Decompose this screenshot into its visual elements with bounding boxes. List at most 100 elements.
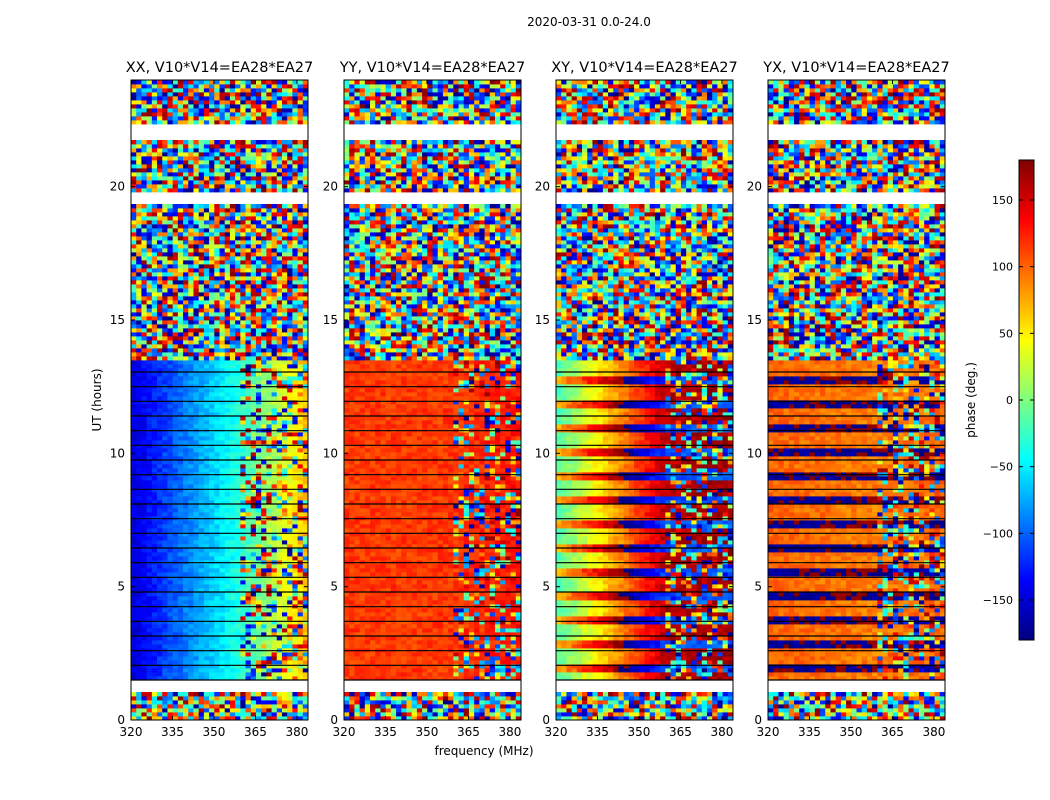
heatmap-cell [287,440,293,445]
heatmap-cell [141,672,148,677]
heatmap-cell [214,360,220,365]
heatmap-cell [229,412,236,417]
heatmap-cell [183,700,189,705]
heatmap-cell [172,508,179,513]
heatmap-cell [245,108,252,113]
heatmap-cell [276,508,283,513]
heatmap-cell [209,488,215,493]
heatmap-cell [193,672,200,677]
heatmap-cell [292,464,299,469]
heatmap-cell [172,160,179,165]
heatmap-cell [235,256,241,261]
heatmap-cell [172,660,179,665]
heatmap-cell [292,364,299,369]
heatmap-cell [193,104,200,109]
heatmap-cell [287,272,293,277]
heatmap-cell [172,588,179,593]
heatmap-cell [240,580,247,585]
heatmap-cell [219,520,226,525]
heatmap-cell [297,608,304,613]
heatmap-cell [177,212,184,217]
heatmap-cell [292,264,299,269]
heatmap-cell [193,336,200,341]
heatmap-cell [266,188,273,193]
heatmap-cell [188,568,194,573]
heatmap-cell [281,120,288,125]
heatmap-cell [203,336,210,341]
heatmap-cell [167,572,174,577]
heatmap-cell [214,288,220,293]
heatmap-cell [245,204,252,209]
heatmap-cell [266,268,273,273]
heatmap-cell [292,500,299,505]
heatmap-cell [183,252,189,257]
heatmap-cell [146,140,153,145]
heatmap-cell [203,548,210,553]
heatmap-cell [214,460,220,465]
heatmap-cell [167,580,174,585]
heatmap-cell [224,104,231,109]
heatmap-cell [193,184,200,189]
heatmap-cell [297,324,304,329]
heatmap-cell [245,324,252,329]
heatmap-cell [287,380,293,385]
heatmap-cell [209,656,215,661]
heatmap-cell [172,432,179,437]
heatmap-cell [151,628,158,633]
heatmap-cell [183,524,189,529]
heatmap-cell [224,408,231,413]
heatmap-cell [141,704,148,709]
heatmap-cell [297,344,304,349]
heatmap-cell [162,592,168,597]
heatmap-cell [209,664,215,669]
heatmap-cell [287,304,293,309]
heatmap-cell [188,624,194,629]
heatmap-cell [302,396,308,401]
heatmap-cell [240,692,247,697]
heatmap-cell [183,216,189,221]
heatmap-cell [136,436,142,441]
heatmap-cell [287,508,293,513]
heatmap-cell [157,296,163,301]
heatmap-cell [276,208,283,213]
heatmap-cell [302,260,308,265]
heatmap-cell [266,628,273,633]
heatmap-cell [261,300,267,305]
heatmap-cell [229,164,236,169]
heatmap-cell [157,576,163,581]
heatmap-cell [141,444,148,449]
heatmap-cell [198,328,205,333]
heatmap-cell [136,228,142,233]
heatmap-cell [183,400,189,405]
heatmap-cell [219,344,226,349]
heatmap-cell [235,264,241,269]
heatmap-cell [292,496,299,501]
heatmap-cell [292,480,299,485]
heatmap-cell [141,664,148,669]
heatmap-cell [297,496,304,501]
heatmap-cell [235,580,241,585]
heatmap-cell [219,404,226,409]
heatmap-cell [245,540,252,545]
heatmap-cell [281,424,288,429]
heatmap-cell [245,460,252,465]
heatmap-cell [188,284,194,289]
heatmap-cell [271,544,278,549]
heatmap-cell [219,100,226,105]
heatmap-cell [162,216,168,221]
heatmap-cell [177,656,184,661]
heatmap-cell [302,620,308,625]
heatmap-cell [287,580,293,585]
heatmap-cell [297,276,304,281]
heatmap-cell [240,112,247,117]
heatmap-cell [250,184,257,189]
heatmap-cell [255,488,262,493]
heatmap-cell [151,404,158,409]
heatmap-cell [297,304,304,309]
heatmap-cell [136,140,142,145]
heatmap-cell [224,380,231,385]
heatmap-cell [235,156,241,161]
heatmap-cell [157,116,163,121]
heatmap-cell [276,140,283,145]
heatmap-cell [131,172,137,177]
